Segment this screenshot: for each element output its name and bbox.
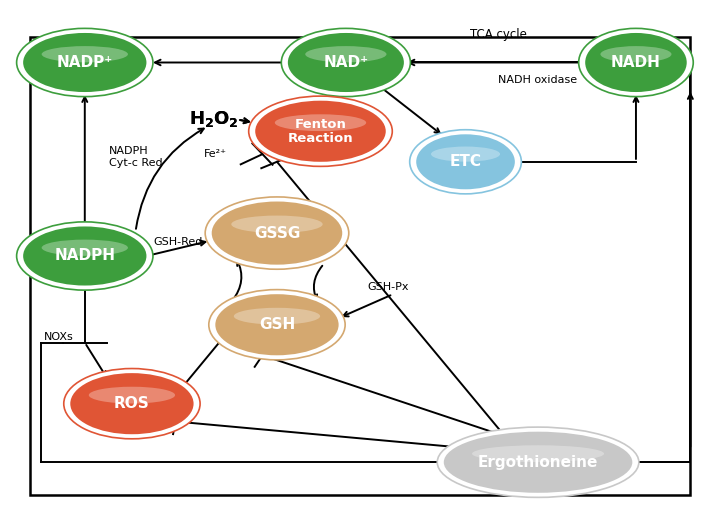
Ellipse shape <box>23 33 146 92</box>
Ellipse shape <box>17 222 153 290</box>
Ellipse shape <box>472 445 604 462</box>
Ellipse shape <box>438 427 639 497</box>
Ellipse shape <box>305 46 387 62</box>
Ellipse shape <box>256 101 386 162</box>
Ellipse shape <box>71 373 194 434</box>
Ellipse shape <box>281 28 411 97</box>
Text: NADP⁺: NADP⁺ <box>57 55 113 70</box>
Ellipse shape <box>274 114 366 131</box>
Ellipse shape <box>89 387 175 403</box>
Ellipse shape <box>601 46 671 62</box>
Text: NOXs: NOXs <box>44 332 74 343</box>
Ellipse shape <box>444 432 633 493</box>
Ellipse shape <box>288 33 404 92</box>
Text: Fenton
Reaction: Fenton Reaction <box>288 118 353 145</box>
Ellipse shape <box>64 369 200 439</box>
Ellipse shape <box>212 202 342 265</box>
Text: GSSG: GSSG <box>254 226 300 241</box>
Text: NADPH
Cyt-c Red: NADPH Cyt-c Red <box>108 145 162 168</box>
Text: NADH: NADH <box>611 55 661 70</box>
Ellipse shape <box>209 290 345 360</box>
Ellipse shape <box>234 308 320 325</box>
Ellipse shape <box>17 28 153 97</box>
Text: ROS: ROS <box>114 396 150 411</box>
Text: GSH: GSH <box>259 317 295 332</box>
Ellipse shape <box>249 96 392 166</box>
Text: NAD⁺: NAD⁺ <box>323 55 368 70</box>
Ellipse shape <box>585 33 687 92</box>
Text: GSH-Red: GSH-Red <box>153 237 202 247</box>
Ellipse shape <box>205 197 349 269</box>
Text: Ergothioneine: Ergothioneine <box>478 455 598 470</box>
Text: $\mathbf{H_2O_2}$: $\mathbf{H_2O_2}$ <box>189 109 239 129</box>
Text: $\mathbf{H_2O_2}$: $\mathbf{H_2O_2}$ <box>189 109 239 129</box>
Ellipse shape <box>215 294 339 355</box>
Text: NADH oxidase: NADH oxidase <box>499 75 577 86</box>
Ellipse shape <box>416 134 515 189</box>
Text: TCA cycle: TCA cycle <box>470 28 526 41</box>
Ellipse shape <box>431 146 500 162</box>
Text: NADPH: NADPH <box>55 248 115 264</box>
Ellipse shape <box>410 130 521 194</box>
Text: GSH-Px: GSH-Px <box>368 282 409 292</box>
Ellipse shape <box>23 226 146 286</box>
Ellipse shape <box>41 240 128 256</box>
Text: ETC: ETC <box>449 154 481 169</box>
Ellipse shape <box>41 46 128 62</box>
Text: Fe²⁺: Fe²⁺ <box>204 149 227 159</box>
Ellipse shape <box>579 28 693 97</box>
Ellipse shape <box>232 216 323 233</box>
